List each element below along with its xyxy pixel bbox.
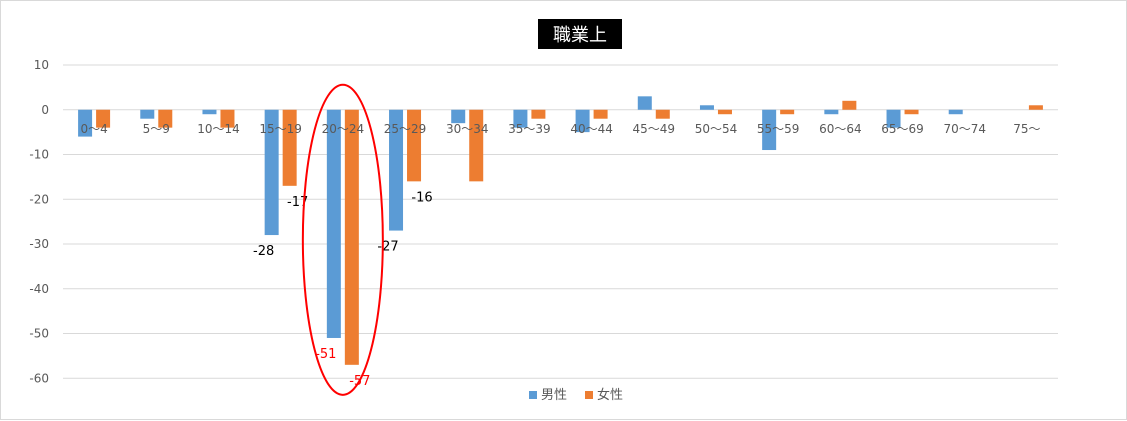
bar-female — [407, 110, 421, 182]
bar-female — [656, 110, 670, 119]
bar-male — [700, 105, 714, 109]
chart-title: 職業上 — [538, 19, 622, 49]
bar-female — [594, 110, 608, 119]
y-axis-ticks: 10 0 -10 -20 -30 -40 -50 -60 — [29, 58, 49, 385]
x-tick-label: 10～14 — [197, 122, 240, 136]
x-tick-label: 50～54 — [695, 122, 738, 136]
x-tick-label: 30～34 — [446, 122, 489, 136]
legend-label: 男性 — [541, 388, 567, 403]
bar-female — [345, 110, 359, 365]
y-tick-label: -60 — [29, 371, 49, 385]
bar-male — [638, 96, 652, 109]
bar-female — [531, 110, 545, 119]
x-tick-label: 5～9 — [143, 122, 170, 136]
y-tick-label: 0 — [41, 103, 49, 117]
bar-female — [842, 101, 856, 110]
x-tick-label: 55～59 — [757, 122, 800, 136]
data-label: -28 — [253, 244, 274, 259]
y-tick-label: -10 — [29, 148, 49, 162]
x-tick-label: 70～74 — [943, 122, 986, 136]
bar-female — [780, 110, 794, 114]
data-label: -16 — [411, 190, 432, 205]
legend: 男性 女性 — [529, 387, 623, 403]
chart-title-text: 職業上 — [553, 25, 607, 46]
y-tick-label: -50 — [29, 327, 49, 341]
bar-female — [905, 110, 919, 114]
y-tick-label: -30 — [29, 237, 49, 251]
legend-swatch — [585, 391, 593, 399]
legend-label: 女性 — [597, 387, 623, 403]
data-label-layer: -28-17-51-57-27-16 — [253, 190, 433, 388]
x-tick-label: 45～49 — [633, 122, 676, 136]
x-tick-label: 35～39 — [508, 122, 551, 136]
bar-male — [202, 110, 216, 114]
legend-swatch — [529, 391, 537, 399]
x-axis-ticks: 0～4 5～9 10～14 15～19 20～24 25～29 30～34 35～39 40～4… — [80, 122, 1040, 136]
y-tick-label: -40 — [29, 282, 49, 296]
bar-male — [140, 110, 154, 119]
x-tick-label: 25～29 — [384, 122, 427, 136]
bar-male — [949, 110, 963, 114]
data-label: -27 — [377, 240, 398, 255]
x-tick-label: 40～44 — [570, 122, 613, 136]
bar-female — [718, 110, 732, 114]
bar-layer — [78, 96, 1043, 365]
y-tick-label: -20 — [29, 192, 49, 206]
x-tick-label: 65～69 — [881, 122, 924, 136]
x-tick-label: 20～24 — [322, 122, 365, 136]
bar-male — [824, 110, 838, 114]
y-tick-label: 10 — [34, 58, 49, 72]
x-tick-label: 15～19 — [259, 122, 302, 136]
bar-male — [327, 110, 341, 338]
x-tick-label: 60～64 — [819, 122, 862, 136]
x-tick-label: 0～4 — [80, 122, 107, 136]
x-tick-label: 75～ — [1013, 122, 1040, 136]
bar-female — [1029, 105, 1043, 109]
bar-female — [469, 110, 483, 182]
